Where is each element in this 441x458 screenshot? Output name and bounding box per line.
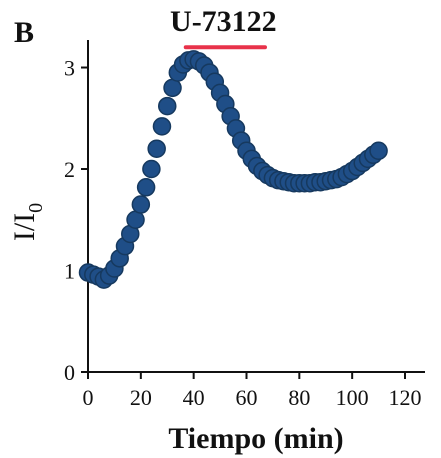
data-point — [131, 195, 151, 214]
data-point — [147, 139, 166, 158]
y-tick-label: 3 — [64, 56, 75, 81]
x-tick-label: 40 — [183, 385, 205, 410]
data-point — [136, 178, 156, 197]
x-tick-label: 60 — [236, 385, 258, 410]
data-point — [163, 78, 182, 98]
y-axis-label-subscript: 0 — [25, 203, 47, 213]
data-point — [126, 210, 145, 230]
data-point — [152, 117, 172, 136]
treatment-label: U-73122 — [170, 5, 277, 38]
annotation: U-73122 — [170, 5, 277, 50]
y-tick-label: 0 — [64, 360, 75, 385]
x-axis-label: Tiempo (min) — [168, 422, 343, 455]
panel-label: B — [14, 16, 34, 49]
plot-area: 0 20 40 60 80 100 120 0 1 2 3 U-73122 — [64, 5, 425, 410]
x-tick-label: 0 — [83, 385, 94, 410]
data-point — [142, 159, 161, 179]
x-tick-label: 120 — [389, 385, 422, 410]
y-tick-label: 2 — [64, 157, 75, 182]
x-tick-label: 80 — [288, 385, 310, 410]
data-point — [369, 141, 388, 160]
svg-text:I/I0: I/I0 — [8, 203, 47, 241]
data-point — [158, 96, 177, 116]
axis-ticks: 0 20 40 60 80 100 120 0 1 2 3 — [64, 56, 422, 410]
y-axis-label-main: I/I — [8, 213, 41, 241]
y-axis-label: I/I0 — [8, 203, 47, 241]
x-tick-label: 100 — [336, 385, 369, 410]
x-tick-label: 20 — [130, 385, 152, 410]
data-points — [78, 50, 388, 289]
y-tick-label: 1 — [64, 259, 75, 284]
